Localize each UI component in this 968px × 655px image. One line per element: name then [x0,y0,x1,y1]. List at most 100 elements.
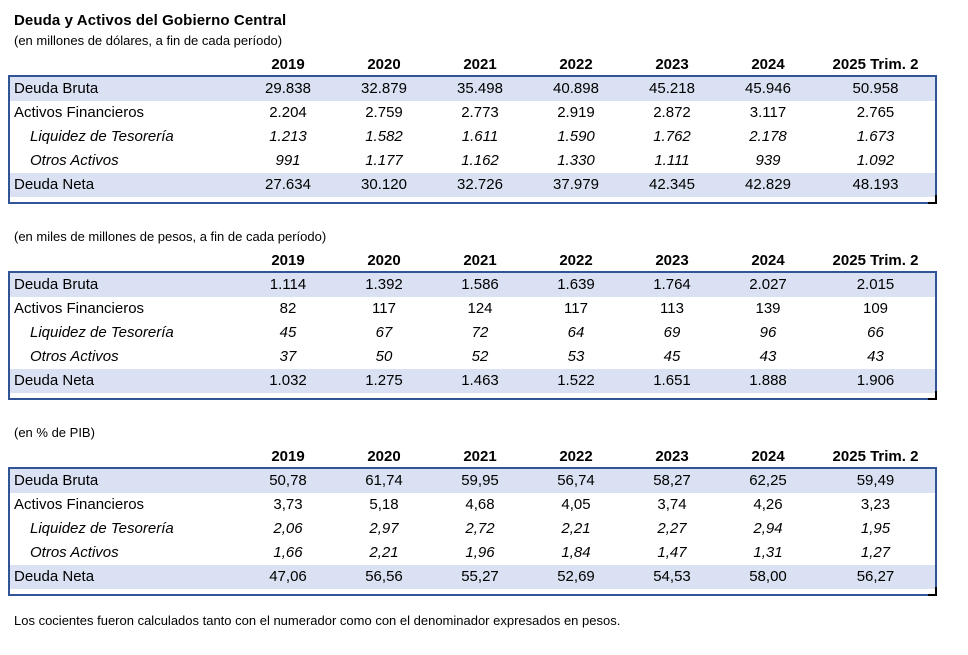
cell-value: 32.879 [361,80,407,97]
cell-value: 1,31 [753,544,783,561]
cell-value: 82 [279,300,297,317]
cell-value: 1.114 [269,276,307,293]
cell-value: 45 [279,324,297,341]
cell-value: 66 [867,324,884,341]
cell-value: 50 [375,348,393,365]
cell-value: 56,74 [557,472,595,489]
row-label: Liquidez de Tesorería [30,128,174,145]
cell-value: 1.032 [269,372,307,389]
cell-value: 1.582 [365,128,403,145]
cell-value: 2,27 [657,520,687,537]
cell-value: 3,74 [657,496,687,513]
table-row: Deuda Neta 1.032 1.275 1.463 1.522 1.651 1.888… [10,369,935,393]
column-header-2022: 2022 [559,56,593,73]
row-label: Otros Activos [30,348,119,365]
cell-value: 2,21 [561,520,591,537]
cell-value: 1.673 [856,128,895,145]
cell-value: 1.092 [856,152,895,169]
cell-value: 2,94 [753,520,783,537]
footnote: Los cocientes fueron calculados tanto co… [14,613,621,628]
table-row: Liquidez de Tesorería 1.213 1.582 1.611 1.59… [10,125,935,149]
column-header-2021: 2021 [463,56,497,73]
cell-value: 29.838 [265,80,311,97]
cell-value: 1.651 [653,372,691,389]
cell-value: 113 [660,300,684,317]
cell-value: 109 [862,300,889,317]
column-header-2022: 2022 [559,252,593,269]
column-header-2020: 2020 [367,56,401,73]
cell-value: 40.898 [553,80,599,97]
cell-value: 48.193 [852,176,899,193]
cell-value: 1,96 [465,544,495,561]
cell-value: 2.919 [557,104,595,121]
cell-value: 1.162 [461,152,499,169]
cell-value: 37 [279,348,297,365]
cell-value: 55,27 [461,568,499,585]
column-header-2019: 2019 [271,448,305,465]
cell-value: 939 [755,152,781,169]
cell-value: 2,72 [465,520,495,537]
data-table-usd-millions: Deuda Bruta 29.838 32.879 35.498 40.898 45.21… [8,75,937,204]
cell-value: 3,73 [273,496,303,513]
cell-value: 1.888 [749,372,787,389]
cell-value: 58,27 [653,472,691,489]
section-subtitle: (en millones de dólares, a fin de cada p… [14,33,283,48]
cell-value: 96 [759,324,777,341]
cell-value: 27.634 [265,176,311,193]
row-label: Deuda Bruta [14,472,99,489]
table-row: Otros Activos 1,66 2,21 1,96 1,84 1,47 1,31 1,2… [10,541,935,565]
row-label: Liquidez de Tesorería [30,324,174,341]
row-label: Otros Activos [30,152,119,169]
cell-value: 72 [471,324,489,341]
cell-value: 1,66 [273,544,303,561]
column-header-2019: 2019 [271,252,305,269]
year-header-row: 2019 2020 2021 2022 2023 2024 2025 Trim.… [8,249,937,271]
table-row: Deuda Bruta 1.114 1.392 1.586 1.639 1.764 2.02… [10,273,935,297]
cell-value: 45.946 [745,80,791,97]
cell-value: 56,27 [856,568,895,585]
table-row: Deuda Bruta 29.838 32.879 35.498 40.898 45.21… [10,77,935,101]
cell-value: 1.639 [557,276,595,293]
table-row: Liquidez de Tesorería 45 67 72 64 69 96 66 [10,321,935,345]
row-label: Activos Financieros [14,104,145,121]
section-pesos-billions: (en miles de millones de pesos, a fin de… [0,229,968,400]
column-header-2025-trim-2: 2025 Trim. 2 [832,56,919,73]
cell-value: 2,21 [369,544,399,561]
table-row: Deuda Neta 27.634 30.120 32.726 37.979 42.345… [10,173,935,197]
table-row: Otros Activos 991 1.177 1.162 1.330 1.111 939 1… [10,149,935,173]
cell-value: 1,47 [657,544,687,561]
cell-value: 69 [663,324,681,341]
row-label: Deuda Bruta [14,276,99,293]
cell-value: 5,18 [369,496,399,513]
cell-value: 2.872 [653,104,691,121]
cell-value: 117 [372,300,396,317]
cell-value: 1.392 [365,276,403,293]
cell-value: 1,27 [860,544,891,561]
cell-value: 2.178 [749,128,787,145]
cell-value: 2.773 [461,104,499,121]
cell-value: 2.027 [749,276,787,293]
cell-value: 1.762 [653,128,691,145]
row-label: Liquidez de Tesorería [30,520,174,537]
cell-value: 1.522 [557,372,595,389]
table-row: Deuda Bruta 50,78 61,74 59,95 56,74 58,27 62,2… [10,469,935,493]
table-row: Liquidez de Tesorería 2,06 2,97 2,72 2,21 2,2… [10,517,935,541]
cell-value: 50.958 [852,80,899,97]
section-subtitle: (en miles de millones de pesos, a fin de… [14,229,327,244]
cell-value: 42.829 [745,176,791,193]
cell-value: 56,56 [365,568,403,585]
column-header-2021: 2021 [463,252,497,269]
row-label: Deuda Neta [14,568,95,585]
cell-value: 35.498 [457,80,503,97]
cell-value: 43 [867,348,884,365]
cell-value: 2.765 [856,104,895,121]
data-table-pct-gdp: Deuda Bruta 50,78 61,74 59,95 56,74 58,27 62,2… [8,467,937,596]
cell-value: 2,06 [273,520,303,537]
cell-value: 43 [759,348,777,365]
cell-value: 1.906 [856,372,895,389]
cell-value: 1,84 [561,544,591,561]
cell-value: 1.611 [461,128,499,145]
cell-value: 1.590 [557,128,595,145]
cell-value: 64 [567,324,585,341]
cell-value: 3.117 [749,104,787,121]
